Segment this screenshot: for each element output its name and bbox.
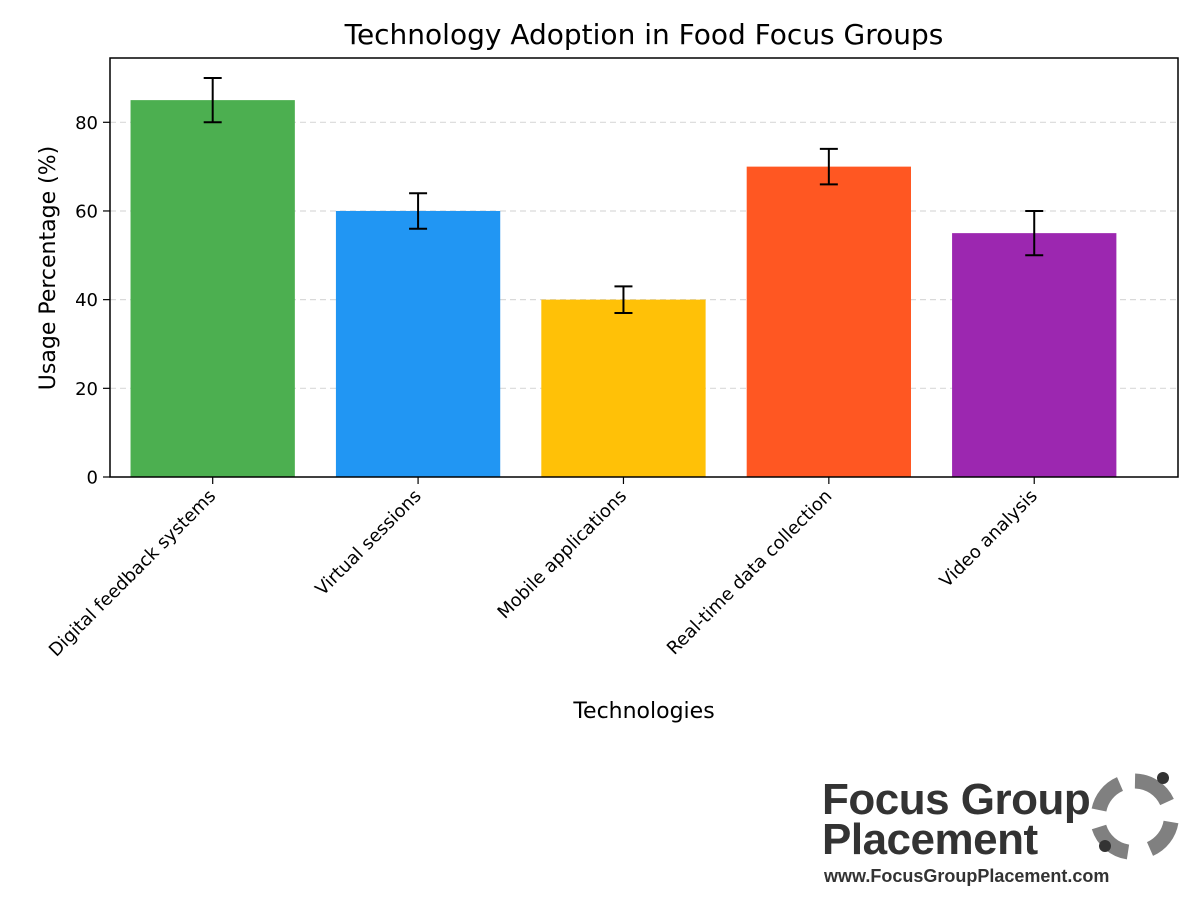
y-tick-label: 80 bbox=[75, 113, 98, 134]
bar bbox=[541, 299, 706, 477]
y-tick-label: 60 bbox=[75, 201, 98, 222]
x-tick-label: Video analysis bbox=[936, 486, 1042, 592]
bar bbox=[952, 233, 1117, 477]
y-axis: 0 20 40 60 80 bbox=[75, 113, 110, 489]
x-tick-label: Real-time data collection bbox=[663, 486, 836, 659]
x-tick-label: Mobile applications bbox=[494, 486, 631, 623]
logo-url: www.FocusGroupPlacement.com bbox=[824, 866, 1110, 886]
chart-title: Technology Adoption in Food Focus Groups bbox=[344, 18, 944, 51]
bar bbox=[130, 100, 295, 477]
error-bar bbox=[819, 147, 838, 186]
bar-chart: Technology Adoption in Food Focus Groups… bbox=[36, 18, 1179, 724]
logo-text-line2: Placement bbox=[822, 815, 1038, 864]
bar bbox=[746, 166, 911, 477]
x-axis-label: Technologies bbox=[572, 699, 714, 724]
error-bars bbox=[203, 76, 1044, 314]
logo-text-line1: Focus Group bbox=[822, 775, 1091, 824]
plot-frame bbox=[109, 57, 1179, 478]
y-axis-label: Usage Percentage (%) bbox=[36, 146, 61, 390]
error-bar bbox=[614, 285, 633, 314]
bars bbox=[130, 100, 1117, 477]
bar bbox=[335, 210, 501, 477]
error-bar bbox=[409, 192, 428, 230]
x-tick-label: Virtual sessions bbox=[311, 486, 425, 600]
y-tick-label: 0 bbox=[87, 468, 98, 489]
x-tick-label: Digital feedback systems bbox=[45, 486, 220, 661]
y-tick-label: 40 bbox=[75, 290, 98, 311]
error-bar bbox=[1025, 209, 1044, 257]
ring-logo-icon bbox=[1091, 772, 1179, 860]
x-axis: Digital feedback systems Virtual sessions… bbox=[45, 477, 1042, 661]
error-bar bbox=[203, 76, 222, 124]
y-tick-label: 20 bbox=[75, 379, 98, 400]
company-logo: Focus Group Placement www.FocusGroupPlac… bbox=[822, 772, 1182, 892]
